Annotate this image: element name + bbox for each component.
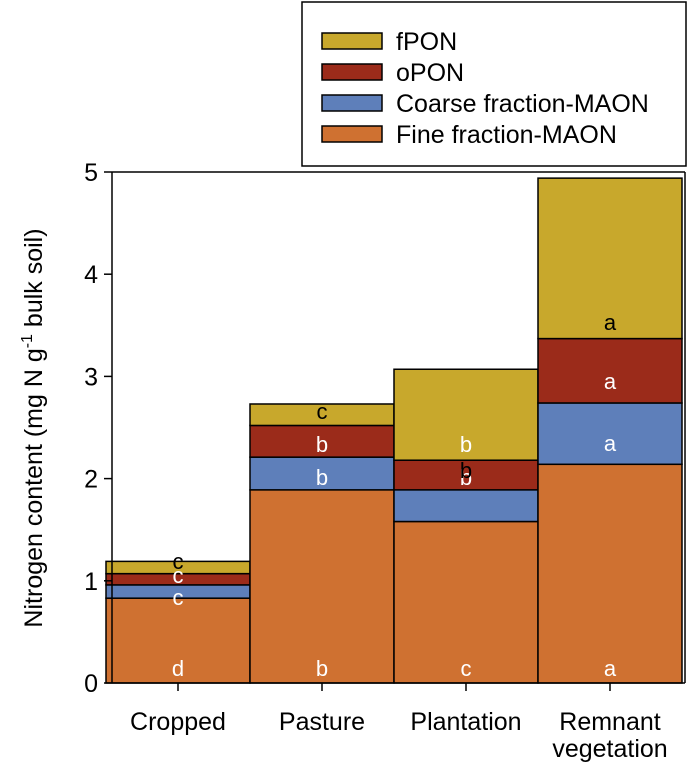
bar-segment-2-3	[393, 368, 539, 461]
y-axis-label: Nitrogen content (mg N g-1 bulk soil)	[19, 228, 48, 627]
bar-segment-3-0	[537, 463, 683, 684]
y-tick-label: 4	[84, 261, 98, 289]
y-tick-label: 1	[84, 568, 98, 596]
bars-layer	[105, 177, 683, 684]
bar-segment-2-2	[393, 459, 539, 491]
bar-segment-2-0	[393, 520, 539, 684]
y-axis-label-sup: -1	[19, 334, 36, 348]
legend-swatch	[321, 125, 383, 143]
legend-label: Fine fraction-MAON	[396, 121, 617, 149]
x-tick-label: vegetation	[552, 735, 667, 763]
significance-letter: a	[604, 369, 617, 394]
significance-letter: a	[604, 656, 617, 681]
significance-letter: b	[316, 465, 328, 490]
x-tick-label: Pasture	[279, 708, 365, 736]
legend-swatch	[321, 32, 383, 50]
x-tick-label: Cropped	[130, 708, 226, 736]
x-tick-label: Plantation	[410, 708, 521, 736]
bar-segment-2-1	[393, 489, 539, 523]
significance-letter: a	[604, 431, 617, 456]
legend-label: oPON	[396, 59, 464, 87]
significance-letter: b	[316, 432, 328, 457]
significance-letter: c	[173, 549, 184, 574]
significance-letter: c	[317, 399, 328, 424]
significance-letter: c	[173, 563, 184, 588]
significance-letter: b	[316, 656, 328, 681]
y-axis-label-main: Nitrogen content (mg N g	[20, 348, 48, 627]
significance-letter: c	[461, 656, 472, 681]
y-tick-label: 3	[84, 363, 98, 391]
y-tick-label: 2	[84, 466, 98, 494]
legend-swatch	[321, 94, 383, 112]
legend: fPON oPON Coarse fraction-MAON Fine fractio…	[301, 1, 687, 167]
bar-segment-1-1	[249, 456, 395, 491]
legend-label: Coarse fraction-MAON	[396, 90, 649, 118]
significance-letter: a	[604, 310, 617, 335]
x-tick-label: Remnant	[559, 708, 660, 736]
bar-segment-1-0	[249, 489, 395, 684]
y-tick-label: 0	[84, 670, 98, 698]
bar-segment-3-3	[537, 177, 683, 340]
bar-segment-3-1	[537, 402, 683, 466]
bar-segment-0-0	[105, 597, 251, 684]
significance-letter: b	[460, 465, 472, 490]
significance-letter: c	[173, 585, 184, 610]
y-tick-label: 5	[84, 159, 98, 187]
significance-letter: d	[172, 656, 184, 681]
y-axis-label-tail: bulk soil)	[20, 228, 48, 334]
axis-layer: 0 1 2 3 4 5 Cropped Pasture Plantation Remnantveg…	[19, 159, 686, 763]
significance-letter: b	[460, 432, 472, 457]
legend-label: fPON	[396, 28, 457, 56]
significance-letter: b	[460, 458, 472, 483]
legend-swatch	[321, 63, 383, 81]
